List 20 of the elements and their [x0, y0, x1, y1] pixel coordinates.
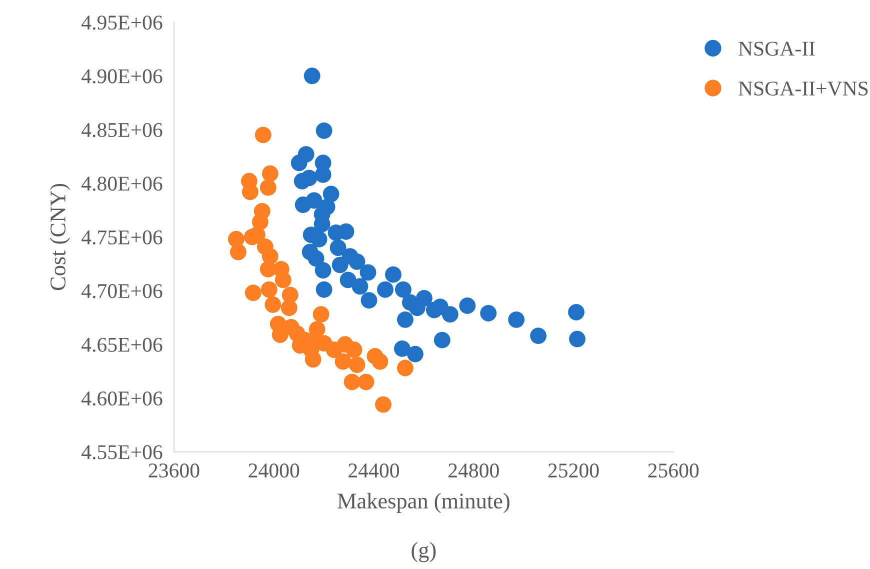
y-tick-label: 4.70E+06 [82, 284, 162, 298]
y-tick-label: 4.95E+06 [82, 16, 162, 30]
y-tick-label: 4.80E+06 [82, 176, 162, 191]
y-tick-label: 4.55E+06 [82, 445, 162, 460]
x-tick-label: 24800 [448, 464, 499, 478]
y-tick-label: 4.90E+06 [82, 69, 162, 84]
x-axis-title: Makespan (minute) [338, 492, 510, 514]
text: (g) [412, 542, 436, 562]
y-tick-label: 4.60E+06 [82, 391, 162, 406]
y-tick-label: 4.65E+06 [82, 338, 162, 352]
x-tick-label: 23600 [148, 464, 200, 478]
y-tick-label: 4.85E+06 [82, 122, 162, 138]
x-tick-label: 25200 [548, 464, 599, 478]
y-axis-title: Cost (CNY) [50, 184, 70, 290]
x-tick-label: 24000 [248, 464, 300, 478]
x-tick-label: 25600 [648, 464, 699, 478]
legend-label: NSGA-II+VNS [738, 82, 868, 96]
x-tick-label: 24400 [348, 464, 399, 478]
legend-label: NSGA-II [738, 42, 815, 56]
y-tick-label: 4.75E+06 [82, 230, 162, 245]
